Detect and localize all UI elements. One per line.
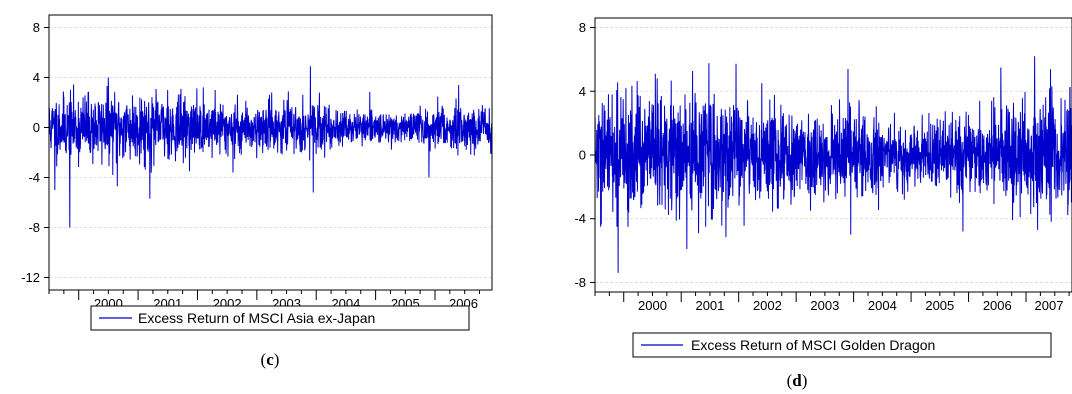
plot-frame: [48, 14, 493, 291]
y-tick-label: -12: [21, 270, 40, 285]
y-tick-label: -8: [28, 220, 40, 235]
x-tick-label: 2000: [638, 298, 667, 313]
y-tick-label: 4: [33, 70, 40, 85]
legend: Excess Return of MSCI Asia ex-Japan: [90, 305, 470, 331]
x-tick-label: 2005: [925, 298, 954, 313]
series-line: [594, 56, 1072, 273]
y-tick-label: -4: [574, 211, 586, 226]
y-tick-label: 0: [33, 120, 40, 135]
y-tick-label: 0: [579, 148, 586, 163]
panel-d: 8 4 0 -4 -8 2000 2001 2002 2003 2004 2005 2006 2007…: [574, 17, 1072, 390]
x-tick-label: 2003: [810, 298, 839, 313]
x-tick-label: 2004: [868, 298, 897, 313]
y-axis: 8 4 0 -4 -8: [574, 20, 595, 290]
legend-label: Excess Return of MSCI Golden Dragon: [691, 337, 935, 353]
y-tick-label: 8: [33, 20, 40, 35]
legend-box: [90, 305, 470, 331]
x-tick-label: 2006: [983, 298, 1012, 313]
x-tick-label: 2007: [1035, 298, 1064, 313]
x-tick-label: 2001: [695, 298, 724, 313]
caption: (d): [787, 371, 808, 390]
legend: Excess Return of MSCI Golden Dragon: [632, 332, 1052, 358]
x-axis: 2000 2001 2002 2003 2004 2005 2006 2007: [594, 292, 1070, 313]
y-tick-label: 8: [579, 20, 586, 35]
panel-c: 840-4-8-12 2000 2001 2002 2003 2004 2005 2006 …: [21, 14, 493, 369]
legend-label: Excess Return of MSCI Asia ex-Japan: [138, 310, 375, 326]
y-axis: 8 4 0 -4 -8 -12: [21, 20, 49, 285]
caption: (c): [261, 350, 280, 369]
x-tick-label: 2002: [753, 298, 782, 313]
y-tick-label: 4: [579, 84, 586, 99]
y-tick-label: -4: [28, 170, 40, 185]
legend-box: [632, 332, 1052, 358]
y-tick-label: -8: [574, 275, 586, 290]
series-line: [48, 66, 493, 228]
grid-lines: [49, 27, 492, 278]
